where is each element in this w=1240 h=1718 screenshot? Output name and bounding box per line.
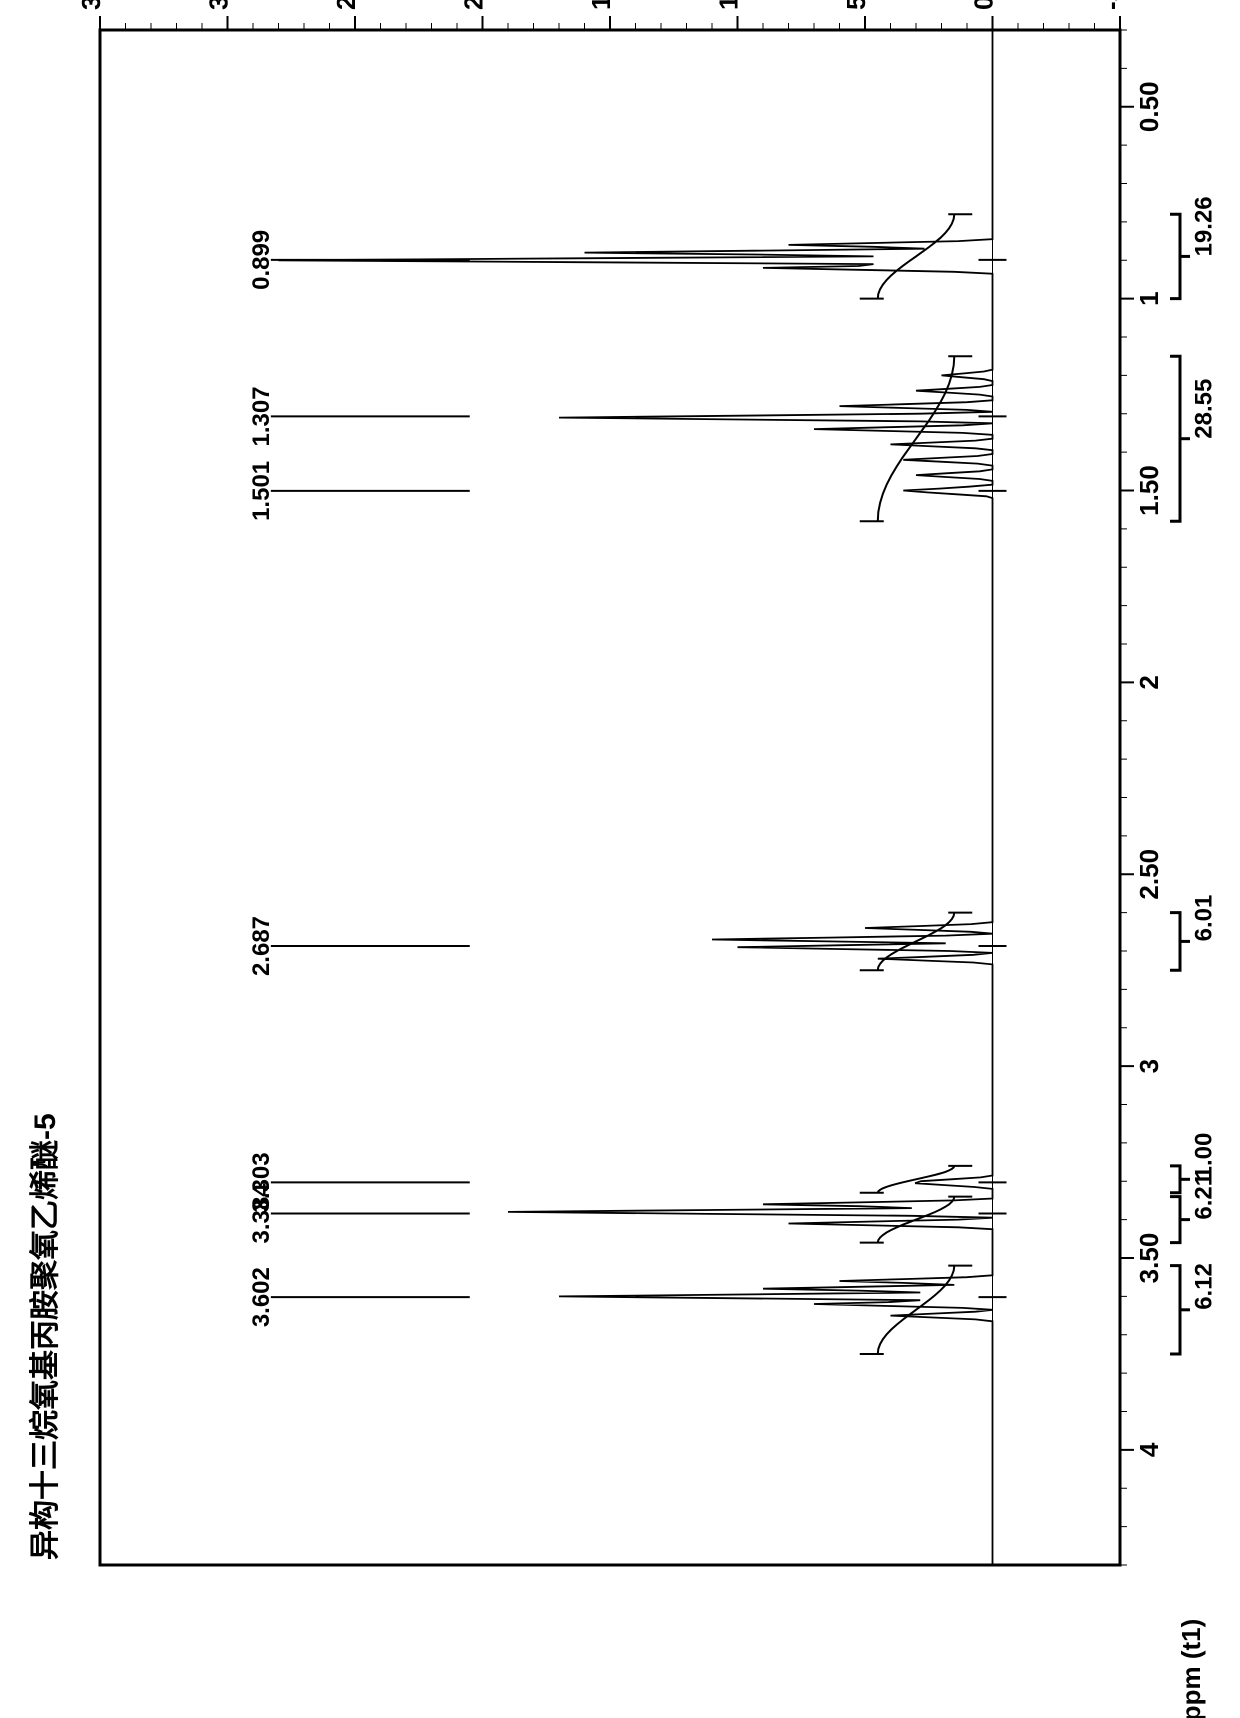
peak-label: 3.303 — [248, 1152, 275, 1212]
ppm-tick-label: 1.50 — [1134, 465, 1164, 516]
intensity-tick-label: 3500 — [76, 0, 106, 10]
intensity-tick-label: 3000 — [204, 0, 234, 10]
peak-label: 2.687 — [248, 916, 275, 976]
intensity-tick-label: 2000 — [459, 0, 489, 10]
integration-curve — [878, 214, 955, 298]
intensity-tick-label: 0 — [969, 0, 999, 10]
integration-bracket — [1170, 356, 1180, 521]
ppm-tick-label: 2 — [1134, 675, 1164, 689]
intensity-tick-label: -500 — [1096, 0, 1126, 10]
integration-value: 6.01 — [1190, 895, 1217, 942]
integration-curve — [878, 356, 955, 521]
ppm-tick-label: 2.50 — [1134, 849, 1164, 900]
integration-bracket — [1170, 913, 1180, 971]
integration-value: 6.12 — [1190, 1263, 1217, 1310]
intensity-tick-label: 1500 — [586, 0, 616, 10]
intensity-tick-label: 1000 — [714, 0, 744, 10]
ppm-axis-title: ppm (t1) — [1176, 1619, 1206, 1718]
peak-label: 1.501 — [248, 461, 275, 521]
ppm-tick-label: 3.50 — [1134, 1233, 1164, 1284]
peak-label: 1.307 — [248, 386, 275, 446]
intensity-tick-label: 5000 — [841, 0, 871, 10]
ppm-tick-label: 0.50 — [1134, 81, 1164, 132]
integration-bracket — [1170, 214, 1180, 298]
intensity-tick-label: 2500 — [331, 0, 361, 10]
integration-bracket — [1170, 1266, 1180, 1354]
integration-value: 28.55 — [1190, 379, 1217, 439]
integration-value: 19.26 — [1190, 196, 1217, 256]
ppm-tick-label: 3 — [1134, 1059, 1164, 1073]
peak-label: 0.899 — [248, 230, 275, 290]
integration-bracket — [1170, 1166, 1180, 1193]
ppm-tick-label: 4 — [1134, 1442, 1164, 1457]
ppm-tick-label: 1 — [1134, 291, 1164, 305]
integration-value: 1.00 — [1190, 1133, 1217, 1180]
peak-label: 3.602 — [248, 1267, 275, 1327]
chart-title: 异构十三烷氧基丙胺聚氧乙烯醚-5 — [29, 1113, 62, 1560]
integration-bracket — [1170, 1197, 1180, 1243]
